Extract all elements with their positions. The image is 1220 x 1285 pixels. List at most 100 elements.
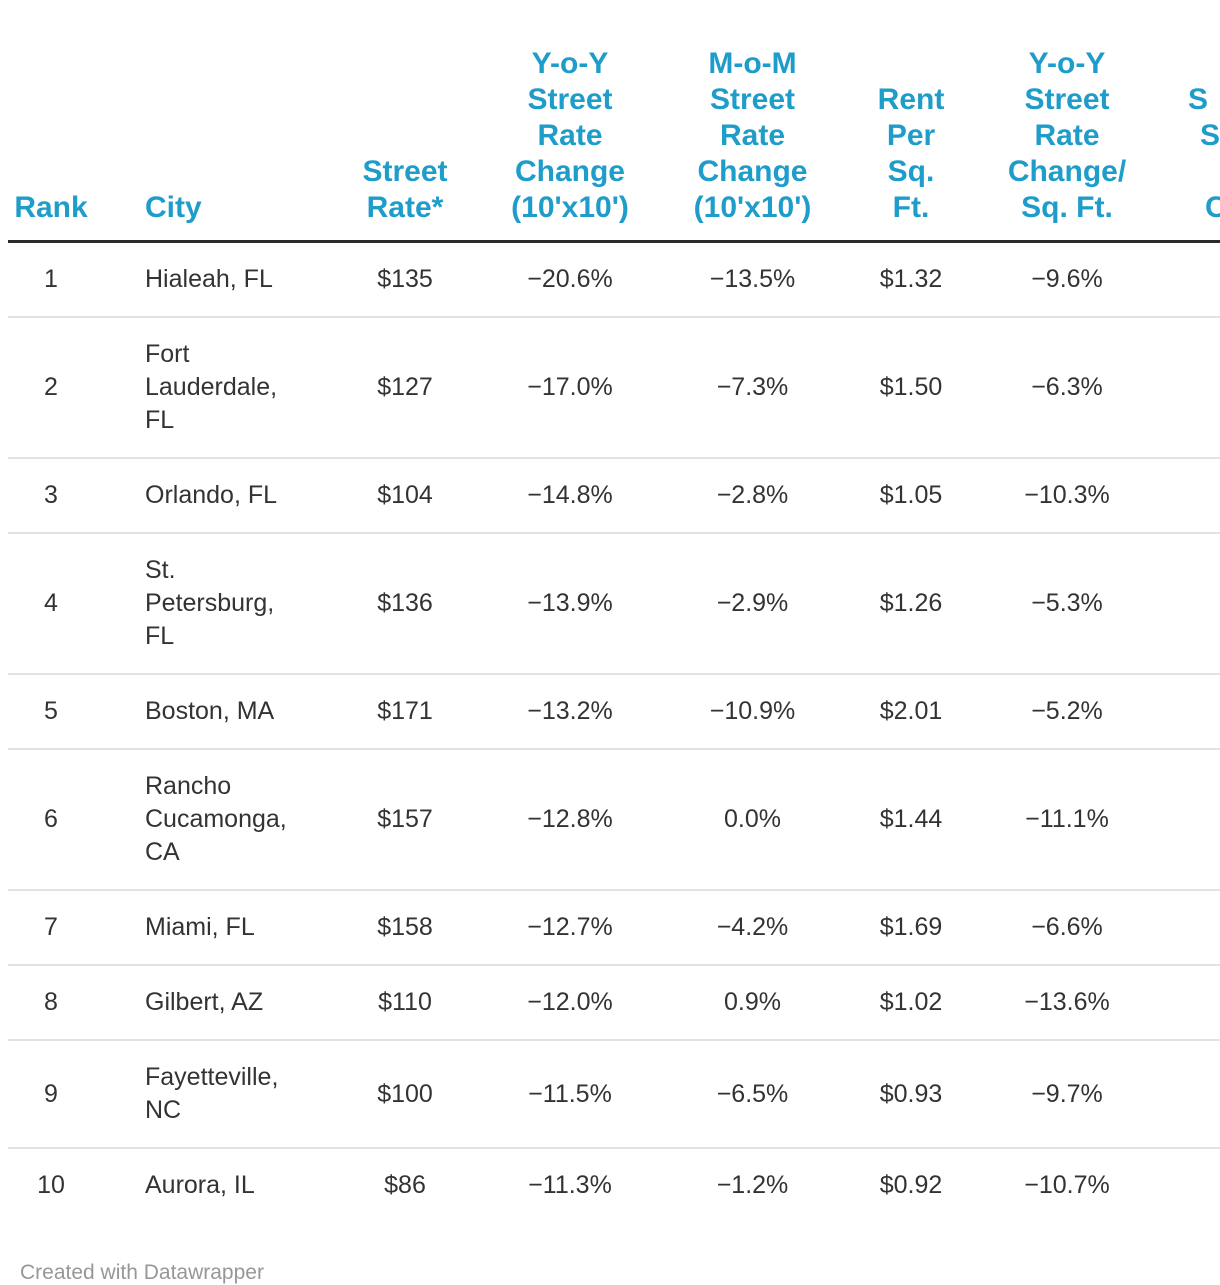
header-line: Y-o-Y xyxy=(1028,47,1106,80)
table-body: 1 Hialeah, FL $135 −20.6% −13.5% $1.32 −… xyxy=(8,242,1220,1222)
street-rate-cell: $104 xyxy=(330,457,480,533)
datawrapper-table-container: Rank City Street Rate* Y-o-Y Street Rate… xyxy=(8,0,1220,1222)
yoy-change-per-sqft-cell: −5.2% xyxy=(977,673,1157,749)
header-line: Change xyxy=(697,155,808,188)
yoy-change-per-sqft-cell: −6.3% xyxy=(977,316,1157,458)
header-line: Per xyxy=(886,119,936,152)
header-line: Street xyxy=(362,155,448,188)
yoy-change-per-sqft-cell: −5.3% xyxy=(977,532,1157,674)
yoy-street-rate-change-cell: −14.8% xyxy=(480,457,660,533)
yoy-change-per-sqft-cell: −13.6% xyxy=(977,964,1157,1040)
yoy-change-per-sqft-cell: −11.1% xyxy=(977,748,1157,890)
rank-cell: 2 xyxy=(8,316,94,458)
street-rate-cell: $158 xyxy=(330,889,480,965)
mom-street-rate-change-cell: −4.2% xyxy=(660,889,845,965)
mom-street-rate-change-cell: −6.5% xyxy=(660,1039,845,1148)
header-line: Y-o-Y xyxy=(531,47,609,80)
mom-street-rate-change-cell: 0.0% xyxy=(660,748,845,890)
header-line: Change xyxy=(514,155,625,188)
street-rate-cell: $127 xyxy=(330,316,480,458)
col-header-yoy-change-per-sqft: Y-o-Y Street Rate Change/ Sq. Ft. xyxy=(977,0,1157,243)
rent-per-sqft-cell: $2.01 xyxy=(845,673,977,749)
rent-per-sqft-cell: $1.05 xyxy=(845,457,977,533)
yoy-street-rate-change-cell: −17.0% xyxy=(480,316,660,458)
table-row: 1 Hialeah, FL $135 −20.6% −13.5% $1.32 −… xyxy=(8,242,1220,318)
rent-per-sqft-cell: $0.93 xyxy=(845,1039,977,1148)
rank-cell: 4 xyxy=(8,532,94,674)
city-cell: St. Petersburg, FL xyxy=(94,532,330,674)
datawrapper-credit: Created with Datawrapper xyxy=(20,1261,264,1284)
table-row: 3 Orlando, FL $104 −14.8% −2.8% $1.05 −1… xyxy=(8,457,1220,533)
mom-street-rate-change-cell: −2.8% xyxy=(660,457,845,533)
table-row: 5 Boston, MA $171 −13.2% −10.9% $2.01 −5… xyxy=(8,673,1220,749)
header-line: C xyxy=(1205,191,1220,224)
col-header-street-rate: Street Rate* xyxy=(330,0,480,243)
yoy-change-per-sqft-cell: −9.7% xyxy=(977,1039,1157,1148)
header-row: Rank City Street Rate* Y-o-Y Street Rate… xyxy=(8,0,1220,243)
header-line: Street xyxy=(527,83,613,116)
rank-cell: 9 xyxy=(8,1039,94,1148)
header-line: (10'x10') xyxy=(511,191,629,224)
col-header-yoy-street-rate-change: Y-o-Y Street Rate Change (10'x10') xyxy=(480,0,660,243)
city-cell: Rancho Cucamonga, CA xyxy=(94,748,330,890)
rent-per-sqft-cell: $1.69 xyxy=(845,889,977,965)
header-line: Sq. Ft. xyxy=(1021,191,1113,224)
rank-cell: 8 xyxy=(8,964,94,1040)
header-line: Ft. xyxy=(892,191,930,224)
yoy-change-per-sqft-cell: −9.6% xyxy=(1031,265,1103,293)
clipped-cell xyxy=(1157,1039,1220,1148)
rank-cell: 6 xyxy=(8,748,94,890)
rent-per-sqft-cell: $0.92 xyxy=(845,1147,977,1222)
rank-cell: 7 xyxy=(8,889,94,965)
header-line: Rate xyxy=(719,119,786,152)
city-cell: Orlando, FL xyxy=(94,457,330,533)
rent-per-sqft-cell: $1.32 xyxy=(879,265,943,293)
rank-cell: 5 xyxy=(8,673,94,749)
table-row: 7 Miami, FL $158 −12.7% −4.2% $1.69 −6.6… xyxy=(8,889,1220,965)
city-cell: Fort Lauderdale, FL xyxy=(94,316,330,458)
mom-street-rate-change-cell: −13.5% xyxy=(709,265,796,293)
rent-per-sqft-cell: $1.26 xyxy=(845,532,977,674)
yoy-street-rate-change-cell: −12.0% xyxy=(480,964,660,1040)
col-header-rent-per-sqft: Rent Per Sq. Ft. xyxy=(845,0,977,243)
yoy-street-rate-change-cell: −11.3% xyxy=(480,1147,660,1222)
street-rate-cell: $100 xyxy=(330,1039,480,1148)
header-line: Street xyxy=(709,83,796,116)
header-line: (10'x10') xyxy=(693,191,812,224)
clipped-cell xyxy=(1157,1147,1220,1222)
clipped-cell xyxy=(1157,748,1220,890)
col-header-mom-street-rate-change: M-o-M Street Rate Change (10'x10') xyxy=(660,0,845,243)
clipped-cell xyxy=(1157,242,1220,318)
col-header-rank: Rank xyxy=(8,0,94,243)
yoy-change-per-sqft-cell: −10.3% xyxy=(977,457,1157,533)
rent-per-sqft-cell: $1.50 xyxy=(845,316,977,458)
yoy-street-rate-change-cell: −13.9% xyxy=(480,532,660,674)
rent-per-sqft-cell: $1.44 xyxy=(845,748,977,890)
col-header-clipped: S S C xyxy=(1157,0,1220,243)
city-cell: Boston, MA xyxy=(94,673,330,749)
clipped-cell xyxy=(1157,964,1220,1040)
header-line: Rate xyxy=(537,119,603,152)
clipped-cell xyxy=(1157,532,1220,674)
street-rate-cell: $171 xyxy=(330,673,480,749)
table-row: 2 Fort Lauderdale, FL $127 −17.0% −7.3% … xyxy=(8,316,1220,458)
header-line: Rate* xyxy=(366,191,444,224)
yoy-street-rate-change-cell: −20.6% xyxy=(527,265,613,293)
yoy-change-per-sqft-cell: −6.6% xyxy=(977,889,1157,965)
header-label: City xyxy=(145,191,202,224)
table-row: 9 Fayetteville, NC $100 −11.5% −6.5% $0.… xyxy=(8,1039,1220,1148)
street-rate-cell: $110 xyxy=(330,964,480,1040)
col-header-city: City xyxy=(94,0,330,243)
city-cell: Gilbert, AZ xyxy=(94,964,330,1040)
city-cell: Aurora, IL xyxy=(94,1147,330,1222)
yoy-street-rate-change-cell: −12.8% xyxy=(480,748,660,890)
city-cell: Fayetteville, NC xyxy=(94,1039,330,1148)
rank-cell: 1 xyxy=(44,265,58,293)
mom-street-rate-change-cell: −1.2% xyxy=(660,1147,845,1222)
rank-cell: 3 xyxy=(8,457,94,533)
header-line: Street xyxy=(1024,83,1110,116)
header-line: Change/ xyxy=(1007,155,1127,188)
street-rate-cell: $136 xyxy=(330,532,480,674)
table-row: 6 Rancho Cucamonga, CA $157 −12.8% 0.0% … xyxy=(8,748,1220,890)
clipped-cell xyxy=(1157,889,1220,965)
